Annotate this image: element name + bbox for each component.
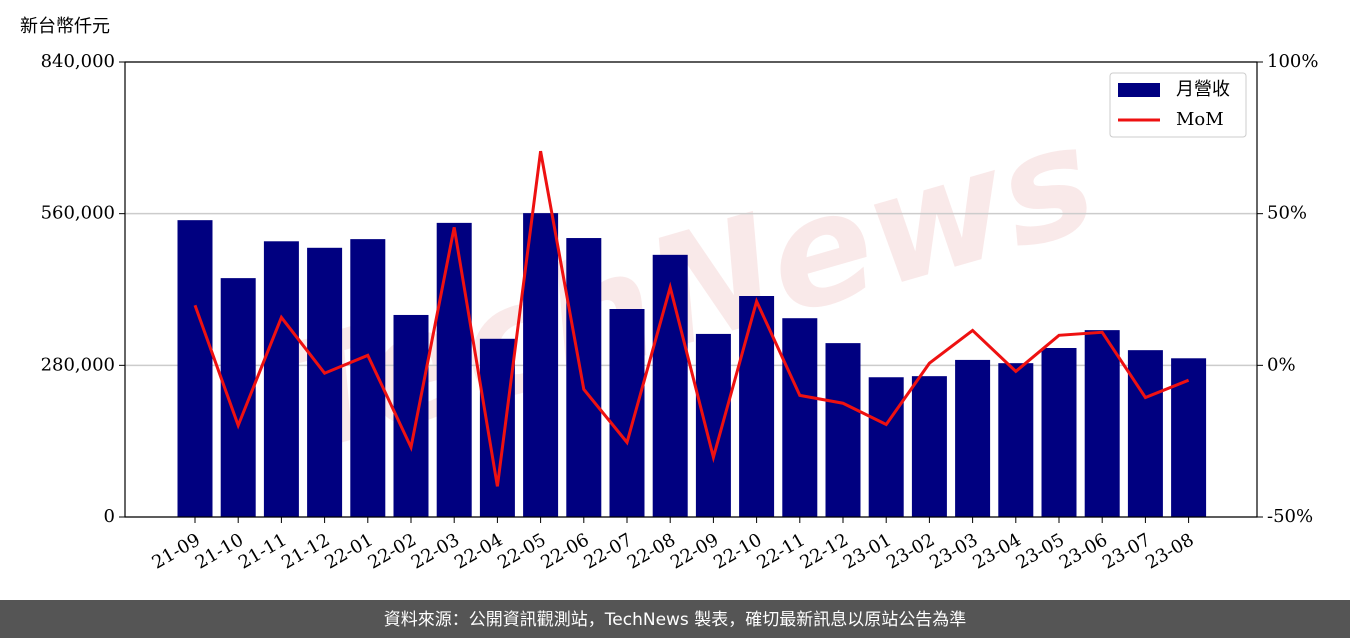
footer-band: [0, 600, 1350, 638]
bar: [825, 343, 861, 517]
bar: [695, 333, 731, 517]
x-tick-label: 23-06: [1056, 529, 1111, 573]
x-tick-label: 23-01: [840, 529, 895, 573]
legend-swatch: [1118, 83, 1160, 97]
bar: [782, 318, 818, 517]
bar: [307, 247, 343, 517]
y-tick-label: 840,000: [41, 51, 115, 72]
x-tick-label: 22-08: [624, 529, 679, 573]
x-tick-label: 23-03: [926, 529, 981, 573]
x-tick-label: 21-12: [278, 529, 333, 573]
x-tick-label: 22-01: [321, 529, 376, 573]
line: [193, 150, 1190, 487]
y2-tick-label: 50%: [1267, 203, 1307, 224]
x-tick-label: 21-10: [192, 529, 247, 573]
y-axis-label: 新台幣仟元: [20, 16, 110, 37]
x-tick-label: 22-03: [408, 529, 463, 573]
x-tick-label: 23-07: [1099, 529, 1154, 573]
y2-tick-label: 100%: [1267, 51, 1318, 72]
bar: [566, 238, 602, 517]
bar: [998, 363, 1034, 517]
bar: [1041, 348, 1077, 517]
bar: [479, 338, 515, 517]
x-tick-label: 21-09: [149, 529, 204, 573]
bar: [1171, 358, 1207, 517]
y-tick-label: 0: [104, 506, 115, 527]
x-tick-label: 22-09: [667, 529, 722, 573]
bar: [177, 220, 213, 517]
x-tick-label: 22-07: [581, 529, 636, 573]
bar: [652, 254, 688, 518]
y2-tick-label: -50%: [1267, 506, 1313, 527]
x-tick-label: 22-05: [494, 529, 549, 573]
bar: [523, 213, 559, 517]
bar: [436, 222, 472, 517]
y-tick-label: 280,000: [41, 354, 115, 375]
x-tick-label: 22-02: [365, 529, 420, 573]
x-tick-label: 23-04: [969, 529, 1024, 573]
bar: [911, 376, 947, 517]
x-tick-label: 21-11: [235, 529, 290, 573]
x-tick-label: 23-05: [1013, 529, 1068, 573]
y-tick-label: 560,000: [41, 203, 115, 224]
y2-tick-label: 0%: [1267, 354, 1296, 375]
bar: [868, 377, 904, 517]
bar: [1127, 350, 1163, 517]
bar: [1084, 330, 1120, 517]
x-tick-label: 22-11: [753, 529, 808, 573]
bar: [393, 314, 429, 517]
x-tick-label: 23-02: [883, 529, 938, 573]
x-tick-label: 22-12: [797, 529, 852, 573]
legend-label: MoM: [1176, 109, 1224, 130]
legend-label: 月營收: [1176, 79, 1230, 100]
bar: [955, 359, 991, 517]
bar: [739, 296, 775, 517]
bar: [609, 309, 645, 517]
x-tick-label: 23-08: [1142, 529, 1197, 573]
x-tick-label: 22-10: [710, 529, 765, 573]
footer: 資料來源：公開資訊觀測站，TechNews 製表，確切最新訊息以原站公告為準: [384, 610, 966, 630]
x-tick-label: 22-04: [451, 529, 506, 573]
bar: [263, 241, 299, 517]
x-tick-label: 22-06: [537, 529, 592, 573]
plot-frame: [124, 61, 1258, 518]
